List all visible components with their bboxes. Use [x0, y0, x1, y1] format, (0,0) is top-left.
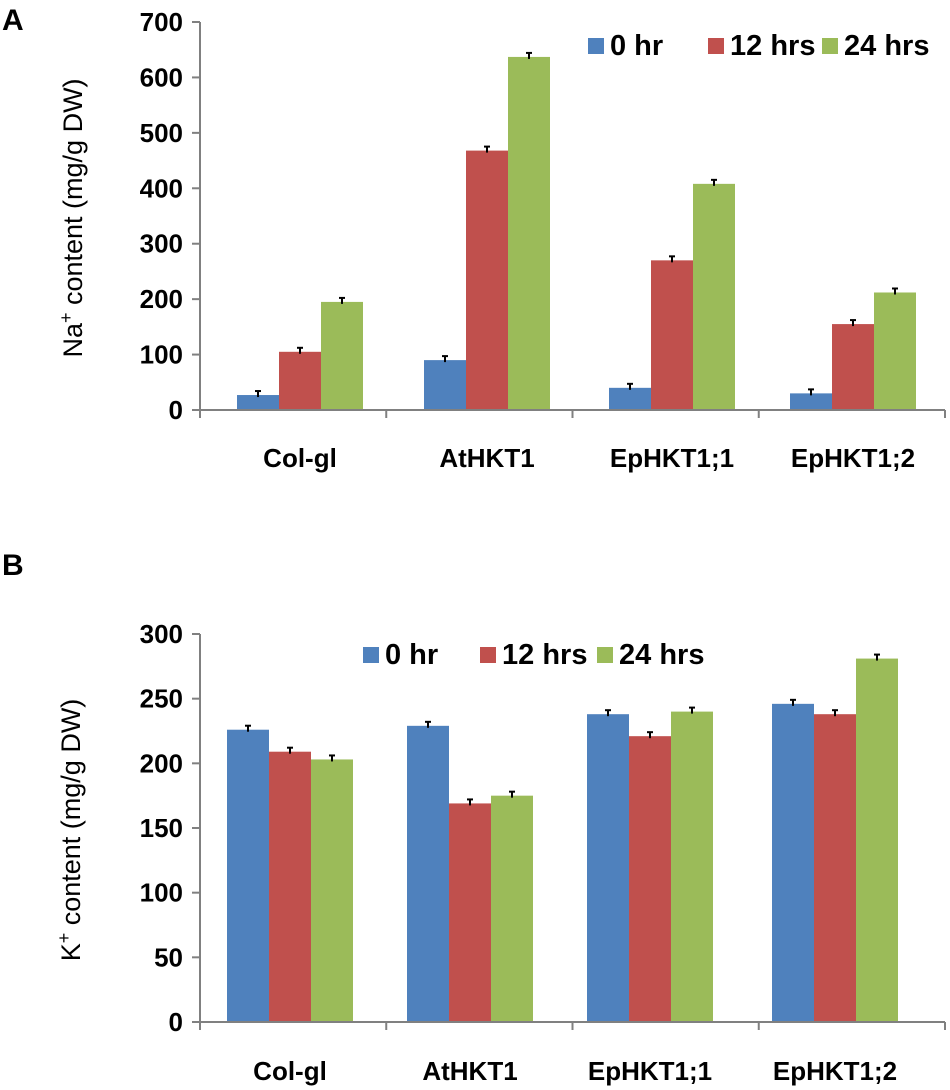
panel-a-bar	[237, 395, 279, 410]
panel-b-bar	[491, 795, 533, 1022]
panel-a-bar	[279, 351, 321, 410]
panel-a-legend-label: 12 hrs	[730, 30, 815, 62]
panel-a-category-label: EpHKT1;2	[791, 443, 915, 473]
panel-a-bar	[832, 324, 874, 410]
panel-b-legend-label: 12 hrs	[502, 639, 587, 671]
panel-a-chart: A Na+ content (mg/g DW) 0 100 200 300 400 500…	[2, 4, 946, 473]
panel-a-bars	[237, 51, 916, 411]
panel-b-chart: B K+ content (mg/g DW) 0 50 100 150 200 250 30…	[2, 549, 946, 1086]
panel-a-ytick-label: 500	[140, 118, 183, 148]
panel-a-bar	[609, 387, 651, 410]
panel-b-category-label: EpHKT1;2	[773, 1056, 897, 1086]
panel-a-bar	[790, 393, 832, 410]
panel-a-ylabel-prefix: Na	[58, 322, 88, 357]
panel-b-ytick-label: 0	[169, 1007, 183, 1037]
panel-a-ytick-label: 400	[140, 173, 183, 203]
panel-b-bar	[587, 714, 629, 1022]
panel-b-legend: 0 hr 12 hrs 24 hrs	[363, 639, 704, 671]
panel-b-ytick-label: 100	[140, 878, 183, 908]
panel-b-bar	[856, 658, 898, 1022]
panel-b-ytick-label: 50	[154, 942, 183, 972]
panel-b-ylabel-suffix: content (mg/g DW)	[56, 699, 86, 933]
panel-b-bars	[227, 653, 898, 1022]
panel-b-category-label: AtHKT1	[422, 1056, 517, 1086]
panel-b-ytick-label: 150	[140, 813, 183, 843]
panel-a-bar	[321, 301, 363, 410]
panel-b-bar	[449, 803, 491, 1022]
panel-a-ylabel-suffix: content (mg/g DW)	[58, 78, 88, 312]
panel-a-ytick-label: 100	[140, 340, 183, 370]
panel-a-legend-swatch	[588, 38, 604, 54]
panel-b-bar	[227, 729, 269, 1022]
panel-a-y-ticks: 0 100 200 300 400 500 600 700	[140, 7, 200, 425]
panel-b-category-label: EpHKT1;1	[588, 1056, 712, 1086]
panel-b-legend-swatch	[597, 647, 613, 663]
panel-b-ylabel-sup: +	[54, 933, 74, 944]
panel-a-legend-label: 24 hrs	[844, 30, 929, 62]
svg-text:Na+ content (mg/g DW): Na+ content (mg/g DW)	[56, 78, 88, 357]
panel-a-legend-label: 0 hr	[610, 30, 663, 62]
panel-a-bar	[424, 360, 466, 410]
panel-b-axes	[192, 634, 946, 1030]
panel-b-legend-swatch	[363, 647, 379, 663]
panel-b-bar	[311, 759, 353, 1022]
panel-b-categories: Col-gl AtHKT1 EpHKT1;1 EpHKT1;2	[253, 1056, 897, 1086]
panel-b-category-label: Col-gl	[253, 1056, 327, 1086]
panel-b-ytick-label: 200	[140, 748, 183, 778]
panel-b-ylabel: K+ content (mg/g DW)	[54, 699, 86, 962]
panel-a-ytick-label: 300	[140, 229, 183, 259]
panel-a-bar	[874, 292, 916, 410]
panel-a-bar	[651, 260, 693, 410]
panel-a-axes	[192, 22, 946, 418]
panel-a-ytick-label: 200	[140, 284, 183, 314]
panel-a-category-label: Col-gl	[263, 443, 337, 473]
panel-b-bar	[269, 751, 311, 1022]
panel-a-ylabel: Na+ content (mg/g DW)	[56, 78, 88, 357]
panel-a-ytick-label: 0	[169, 395, 183, 425]
panel-b-bar	[814, 714, 856, 1022]
panel-b-y-ticks: 0 50 100 150 200 250 300	[140, 619, 200, 1037]
panel-a-bar	[693, 183, 735, 410]
panel-b-letter: B	[2, 549, 24, 582]
panel-a-ylabel-sup: +	[56, 313, 76, 324]
panel-a-categories: Col-gl AtHKT1 EpHKT1;1 EpHKT1;2	[263, 443, 915, 473]
panel-a-ytick-label: 700	[140, 7, 183, 37]
panel-a-legend-swatch	[822, 38, 838, 54]
panel-b-bar	[407, 725, 449, 1022]
panel-a-legend-swatch	[708, 38, 724, 54]
panel-a-ytick-label: 600	[140, 62, 183, 92]
panel-b-legend-label: 24 hrs	[619, 639, 704, 671]
panel-b-ytick-label: 300	[140, 619, 183, 649]
panel-b-bar	[671, 711, 713, 1022]
panel-b-legend-label: 0 hr	[385, 639, 438, 671]
panel-a-category-label: AtHKT1	[439, 443, 534, 473]
panel-b-ytick-label: 250	[140, 684, 183, 714]
panel-a-letter: A	[2, 4, 24, 37]
panel-a-legend: 0 hr 12 hrs 24 hrs	[588, 30, 929, 62]
panel-b-bar	[772, 703, 814, 1022]
panel-b-legend-swatch	[480, 647, 496, 663]
panel-a-bar	[466, 150, 508, 410]
panel-b-ylabel-prefix: K	[56, 943, 86, 961]
panel-a-category-label: EpHKT1;1	[610, 443, 734, 473]
svg-text:K+ content (mg/g DW): K+ content (mg/g DW)	[54, 699, 86, 962]
panel-a-bar	[508, 56, 550, 411]
panel-b-bar	[629, 736, 671, 1022]
